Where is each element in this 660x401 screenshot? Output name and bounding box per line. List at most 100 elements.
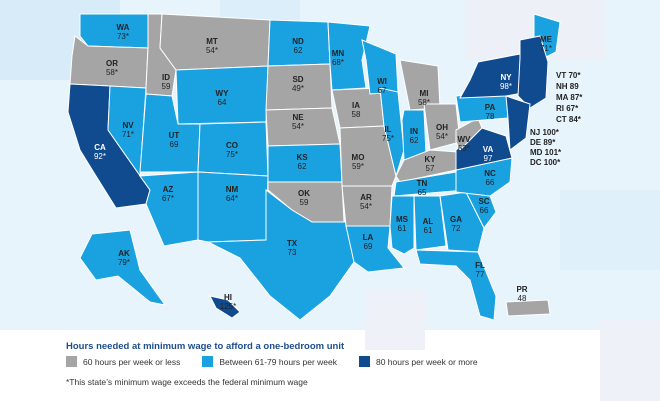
legend-item-mid: Between 61-79 hours per week xyxy=(202,356,337,367)
state-label-mo: MO xyxy=(352,153,365,162)
state-label-pa: PA xyxy=(485,103,496,112)
legend-item-low: 60 hours per week or less xyxy=(66,356,180,367)
state-value-ms: 61 xyxy=(398,224,407,233)
state-label-pr: PR xyxy=(516,285,527,294)
state-label-ky: KY xyxy=(424,155,436,164)
state-label-nv: NV xyxy=(122,121,134,130)
state-shape-az xyxy=(139,171,199,247)
northeast-callout-3: RI 67* xyxy=(556,104,579,113)
state-label-sd: SD xyxy=(292,75,303,84)
state-label-wi: WI xyxy=(377,77,387,86)
state-label-ks: KS xyxy=(296,153,308,162)
state-label-ne: NE xyxy=(292,113,304,122)
state-label-wv: WV xyxy=(458,135,472,144)
state-value-fl: 77 xyxy=(476,270,485,279)
midatlantic-callout-3: DC 100* xyxy=(530,158,561,167)
northeast-callout-4: CT 84* xyxy=(556,115,582,124)
state-value-ne: 54* xyxy=(292,122,304,131)
state-shape-hi xyxy=(209,295,241,319)
legend-swatch-low xyxy=(66,356,77,367)
state-value-az: 67* xyxy=(162,194,174,203)
state-value-wa: 73* xyxy=(117,32,129,41)
state-label-nc: NC xyxy=(484,169,496,178)
state-label-ok: OK xyxy=(298,189,310,198)
state-value-ia: 58 xyxy=(352,110,361,119)
state-shape-nm xyxy=(197,171,269,243)
state-label-id: ID xyxy=(162,73,170,82)
state-value-wv: 53* xyxy=(458,144,470,153)
legend-label-mid: Between 61-79 hours per week xyxy=(219,356,337,367)
state-label-az: AZ xyxy=(163,185,174,194)
state-label-tn: TN xyxy=(417,179,428,188)
state-label-wa: WA xyxy=(117,23,130,32)
state-label-sc: SC xyxy=(478,197,489,206)
state-value-ks: 62 xyxy=(298,162,307,171)
state-label-ia: IA xyxy=(352,101,360,110)
state-value-tn: 65 xyxy=(418,188,427,197)
state-label-ga: GA xyxy=(450,215,462,224)
state-value-hi: 125* xyxy=(220,302,236,311)
state-label-fl: FL xyxy=(475,261,485,270)
state-value-id: 59 xyxy=(162,82,171,91)
state-value-or: 58* xyxy=(106,68,118,77)
state-value-pr: 48 xyxy=(518,294,527,303)
state-value-ky: 57 xyxy=(426,164,435,173)
state-value-pa: 78 xyxy=(486,112,495,121)
state-value-ny: 98* xyxy=(500,82,512,91)
state-value-wi: 67 xyxy=(378,86,387,95)
state-label-al: AL xyxy=(423,217,434,226)
legend-item-high: 80 hours per week or more xyxy=(358,356,478,367)
state-label-oh: OH xyxy=(436,123,448,132)
state-value-ga: 72 xyxy=(452,224,461,233)
state-label-mn: MN xyxy=(332,49,345,58)
state-shape-wa xyxy=(79,13,151,49)
state-shape-mo xyxy=(339,125,397,187)
legend-title: Hours needed at minimum wage to afford a… xyxy=(66,341,345,352)
legend-swatch-mid xyxy=(202,356,214,367)
state-label-ny: NY xyxy=(500,73,512,82)
state-label-or: OR xyxy=(106,59,118,68)
state-value-ar: 54* xyxy=(360,202,372,211)
state-label-me: ME xyxy=(540,35,553,44)
state-value-la: 69 xyxy=(364,242,373,251)
northeast-callout-1: NH 89 xyxy=(556,82,579,91)
state-shape-il xyxy=(379,87,405,178)
state-label-nm: NM xyxy=(226,185,239,194)
state-value-ok: 59 xyxy=(300,198,309,207)
state-value-ut: 69 xyxy=(170,140,179,149)
state-value-mo: 59* xyxy=(352,162,364,171)
state-shape-ma xyxy=(505,95,531,151)
state-value-sc: 66 xyxy=(480,206,489,215)
state-shape-pr xyxy=(505,299,551,317)
state-shape-al xyxy=(413,195,447,251)
state-value-nc: 66 xyxy=(486,178,495,187)
state-shape-ak xyxy=(79,229,167,306)
state-label-in: IN xyxy=(410,127,418,136)
state-label-va: VA xyxy=(483,145,494,154)
state-value-va: 97 xyxy=(484,154,493,163)
state-label-co: CO xyxy=(226,141,238,150)
state-value-tx: 73 xyxy=(288,248,297,257)
midatlantic-callout-2: MD 101* xyxy=(530,148,562,157)
legend-label-low: 60 hours per week or less xyxy=(83,356,181,367)
state-label-mi: MI xyxy=(420,89,429,98)
northeast-callout-0: VT 70* xyxy=(556,71,581,80)
state-label-tx: TX xyxy=(287,239,298,248)
state-label-ca: CA xyxy=(94,143,106,152)
midatlantic-callout-1: DE 89* xyxy=(530,138,556,147)
state-label-il: IL xyxy=(384,125,391,134)
state-label-ms: MS xyxy=(396,215,409,224)
state-value-mn: 68* xyxy=(332,58,344,67)
state-label-la: LA xyxy=(363,233,374,242)
background-square xyxy=(365,290,425,350)
legend-swatch-high xyxy=(358,356,370,367)
state-label-mt: MT xyxy=(206,37,218,46)
northeast-callout-2: MA 87* xyxy=(556,93,583,102)
state-label-wy: WY xyxy=(216,89,230,98)
state-value-oh: 54* xyxy=(436,132,448,141)
state-value-ca: 92* xyxy=(94,152,106,161)
state-value-in: 62 xyxy=(410,136,419,145)
state-value-il: 75* xyxy=(382,134,394,143)
state-value-nv: 71* xyxy=(122,130,134,139)
